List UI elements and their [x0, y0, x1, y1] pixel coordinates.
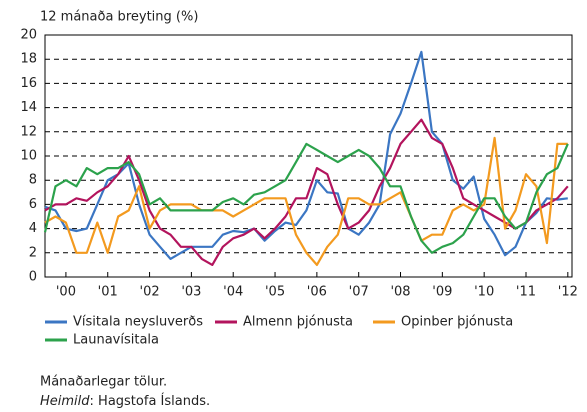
- note: Mánaðarlegar tölur.: [40, 375, 167, 390]
- x-tick-label: '12: [558, 285, 578, 300]
- y-tick-label: 2: [29, 245, 37, 260]
- legend-label: Launavísitala: [73, 333, 159, 348]
- y-tick-label: 14: [20, 100, 37, 115]
- y-tick-label: 16: [20, 76, 37, 91]
- y-tick-label: 4: [29, 221, 37, 236]
- y-tick-label: 18: [20, 52, 37, 67]
- series-line: [44, 118, 569, 266]
- x-tick-label: '10: [474, 285, 494, 300]
- y-tick-label: 0: [29, 270, 37, 285]
- x-tick-label: '02: [140, 285, 160, 300]
- x-tick-label: '00: [56, 285, 76, 300]
- x-tick-label: '06: [307, 285, 327, 300]
- x-tick-label: '07: [349, 285, 369, 300]
- x-tick-label: '11: [516, 285, 536, 300]
- x-tick-label: '08: [390, 285, 410, 300]
- x-tick-label: '05: [265, 285, 285, 300]
- source: Heimild: Hagstofa Íslands.: [40, 393, 210, 409]
- legend-label: Vísitala neysluverðs: [73, 315, 203, 330]
- y-tick-label: 20: [20, 28, 37, 43]
- y-tick-label: 8: [29, 173, 37, 188]
- source-text: : Hagstofa Íslands.: [90, 393, 211, 409]
- x-tick-label: '09: [432, 285, 452, 300]
- legend-label: Almenn þjónusta: [243, 315, 353, 330]
- legend-label: Opinber þjónusta: [401, 315, 513, 330]
- series-line: [44, 136, 568, 266]
- source-label: Heimild: [40, 394, 90, 409]
- x-tick-label: '03: [181, 285, 201, 300]
- y-axis-label: 12 mánaða breyting (%): [40, 10, 198, 25]
- x-tick-label: '04: [223, 285, 243, 300]
- y-tick-label: 6: [29, 197, 37, 212]
- y-tick-label: 12: [20, 124, 37, 139]
- series-line: [43, 142, 569, 254]
- x-tick-label: '01: [98, 285, 118, 300]
- y-tick-label: 10: [20, 149, 37, 164]
